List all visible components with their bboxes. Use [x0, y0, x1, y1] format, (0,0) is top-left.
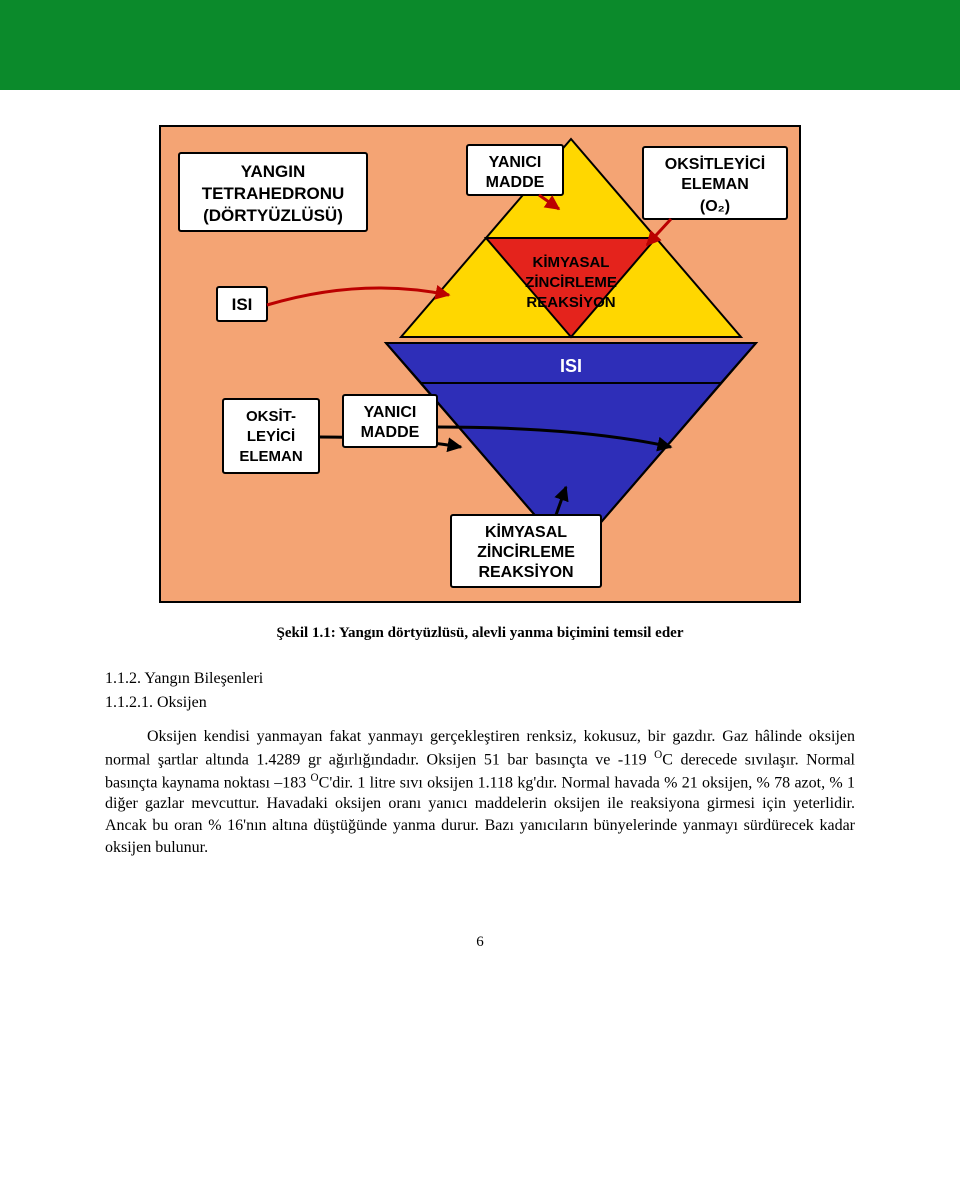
title-line3: (DÖRTYÜZLÜSÜ) [203, 206, 343, 225]
subsection-title: 1.1.2.1. Oksijen [105, 694, 855, 712]
title-label-box: YANGIN TETRAHEDRONU (DÖRTYÜZLÜSÜ) [179, 153, 367, 231]
kim-bot-l1: KİMYASAL [485, 523, 567, 541]
figure-caption: Şekil 1.1: Yangın dörtyüzlüsü, alevli ya… [105, 625, 855, 642]
title-line1: YANGIN [241, 162, 306, 181]
section-title: 1.1.2. Yangın Bileşenleri [105, 670, 855, 688]
yanici-low-l1: YANICI [364, 404, 417, 421]
yanici-top-l2: MADDE [486, 174, 545, 191]
oksit-top-l2: ELEMAN [681, 176, 749, 193]
inner-triangle-label-line3: REAKSİYON [526, 294, 615, 311]
inner-triangle-label-line2: ZİNCİRLEME [525, 274, 617, 291]
lower-triangle-isi-label: ISI [560, 356, 582, 376]
page-number: 6 [0, 898, 960, 975]
content-area: KİMYASAL ZİNCİRLEME REAKSİYON ISI [0, 90, 960, 898]
oksit-top-l3: (O₂) [700, 198, 730, 215]
fire-tetrahedron-svg: KİMYASAL ZİNCİRLEME REAKSİYON ISI [161, 127, 799, 601]
fire-tetrahedron-figure: KİMYASAL ZİNCİRLEME REAKSİYON ISI [159, 125, 801, 603]
body-paragraph: Oksijen kendisi yanmayan fakat yanmayı g… [105, 726, 855, 858]
yanici-low-l2: MADDE [361, 424, 420, 441]
oksit-low-l1: OKSİT- [246, 408, 296, 425]
inner-triangle-label-line1: KİMYASAL [533, 254, 610, 271]
yanici-top-l1: YANICI [489, 154, 542, 171]
superscript-o-2: O [311, 772, 319, 784]
oksit-top-l1: OKSİTLEYİCİ [665, 155, 765, 173]
kim-bot-l3: REAKSİYON [478, 563, 573, 581]
header-band [0, 0, 960, 90]
oksit-low-l3: ELEMAN [239, 448, 302, 465]
page: KİMYASAL ZİNCİRLEME REAKSİYON ISI [0, 0, 960, 975]
isi-left-text: ISI [232, 295, 253, 314]
oksit-low-l2: LEYİCİ [247, 428, 295, 445]
kim-bot-l2: ZİNCİRLEME [477, 543, 575, 561]
title-line2: TETRAHEDRONU [202, 184, 345, 203]
figure-container: KİMYASAL ZİNCİRLEME REAKSİYON ISI [105, 125, 855, 603]
